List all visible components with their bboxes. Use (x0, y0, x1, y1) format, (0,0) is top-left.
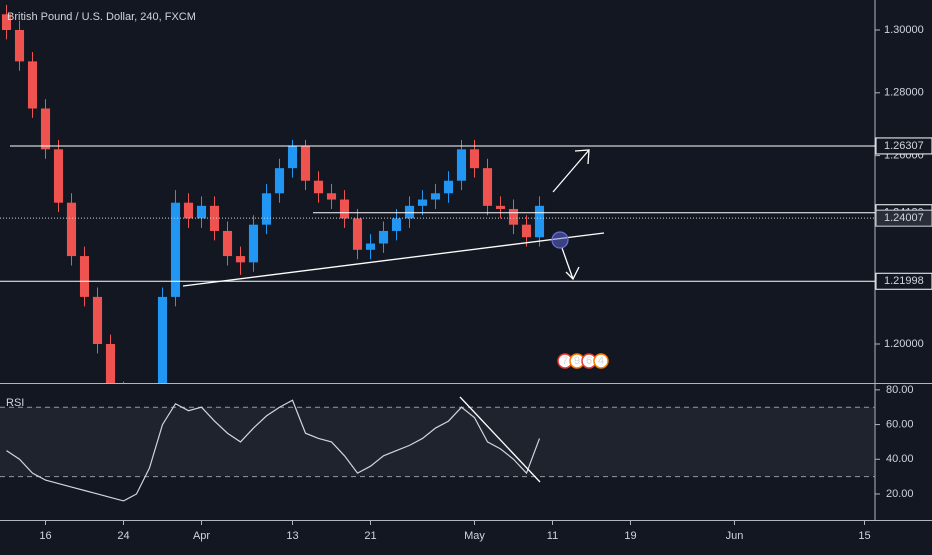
x-tick-label: Apr (193, 530, 210, 542)
price-line-box (875, 272, 932, 290)
y-tick-label: 1.20000 (884, 338, 924, 350)
candle-body (248, 224, 259, 263)
candle-body (196, 205, 207, 219)
x-tick-label: 11 (547, 530, 558, 542)
candle-body (40, 108, 51, 150)
candle-body (495, 205, 506, 209)
rsi-pane (0, 399, 875, 502)
candle-body (222, 230, 233, 257)
candle-body (482, 168, 493, 206)
candle-body (404, 205, 415, 219)
axes: 1624Apr1321May1119Jun151.200001.220001.2… (39, 24, 932, 542)
y-tick-label: 1.30000 (884, 24, 924, 36)
x-tick-label: Jun (726, 530, 744, 542)
candle-body (443, 180, 454, 194)
annotations (182, 149, 605, 483)
candle-body (14, 29, 25, 62)
candle-body (209, 205, 220, 231)
last-price-box (875, 209, 932, 227)
rsi-trendline (459, 396, 541, 483)
price-line-label: 1.26307 (884, 140, 924, 152)
event-badge (593, 353, 609, 369)
candle-body (105, 343, 116, 383)
chart-title: British Pound / U.S. Dollar, 240, FXCM (7, 11, 196, 23)
candle-body (1, 14, 12, 30)
rsi-line (6, 399, 541, 502)
x-tick-label: 19 (624, 530, 636, 542)
rsi-y-tick-label: 20.00 (886, 488, 914, 500)
arrow-down (561, 247, 574, 280)
x-tick-label: 16 (39, 530, 51, 542)
event-badge-label: 6 (586, 355, 592, 367)
candle-body (183, 202, 194, 219)
candle-body (313, 180, 324, 194)
candle-body (170, 202, 181, 297)
candle-body (92, 296, 103, 344)
price-line-label: 1.21998 (884, 275, 924, 287)
candle-body (417, 199, 428, 206)
arrow-up-head (574, 149, 590, 165)
rsi-y-tick-label: 80.00 (886, 384, 914, 396)
event-badge-label: 4 (598, 355, 604, 367)
candle-body (157, 296, 168, 383)
rsi-band (0, 407, 875, 477)
main-pane (0, 4, 875, 383)
candle-body (456, 149, 467, 181)
x-tick-label: May (464, 530, 485, 542)
event-badge-label: 9 (574, 355, 580, 367)
last-price-label: 1.24007 (884, 212, 924, 224)
trendline (182, 232, 605, 287)
x-tick-label: 15 (858, 530, 870, 542)
candle-body (79, 256, 90, 297)
candle-body (378, 230, 389, 244)
candle-body (469, 149, 480, 169)
candle-body (235, 256, 246, 263)
y-tick-label: 1.28000 (884, 87, 924, 99)
x-tick-label: 24 (117, 530, 129, 542)
candle-body (521, 224, 532, 238)
arrow-up (552, 149, 590, 193)
rsi-y-tick-label: 40.00 (886, 453, 914, 465)
candle-body (261, 193, 272, 225)
candle-body (365, 243, 376, 250)
x-tick-label: 13 (286, 530, 298, 542)
candle-body (508, 208, 519, 225)
candle-body (66, 202, 77, 257)
rsi-label: RSI (6, 397, 24, 409)
candle-body (326, 193, 337, 200)
candle-body (274, 168, 285, 194)
candle-body (352, 218, 363, 250)
candle-body (287, 146, 298, 169)
candle-body (27, 61, 38, 109)
event-badge-label: 7 (562, 355, 568, 367)
candle-body (339, 199, 350, 219)
candle-body (430, 193, 441, 200)
rsi-y-tick-label: 60.00 (886, 418, 914, 430)
circle-marker (551, 231, 569, 249)
price-line-box (875, 137, 932, 155)
candle-body (53, 149, 64, 203)
candle-body (391, 218, 402, 231)
candle-body (300, 146, 311, 181)
arrow-down-head (565, 266, 580, 281)
candle-body (534, 205, 545, 238)
x-tick-label: 21 (364, 530, 376, 542)
